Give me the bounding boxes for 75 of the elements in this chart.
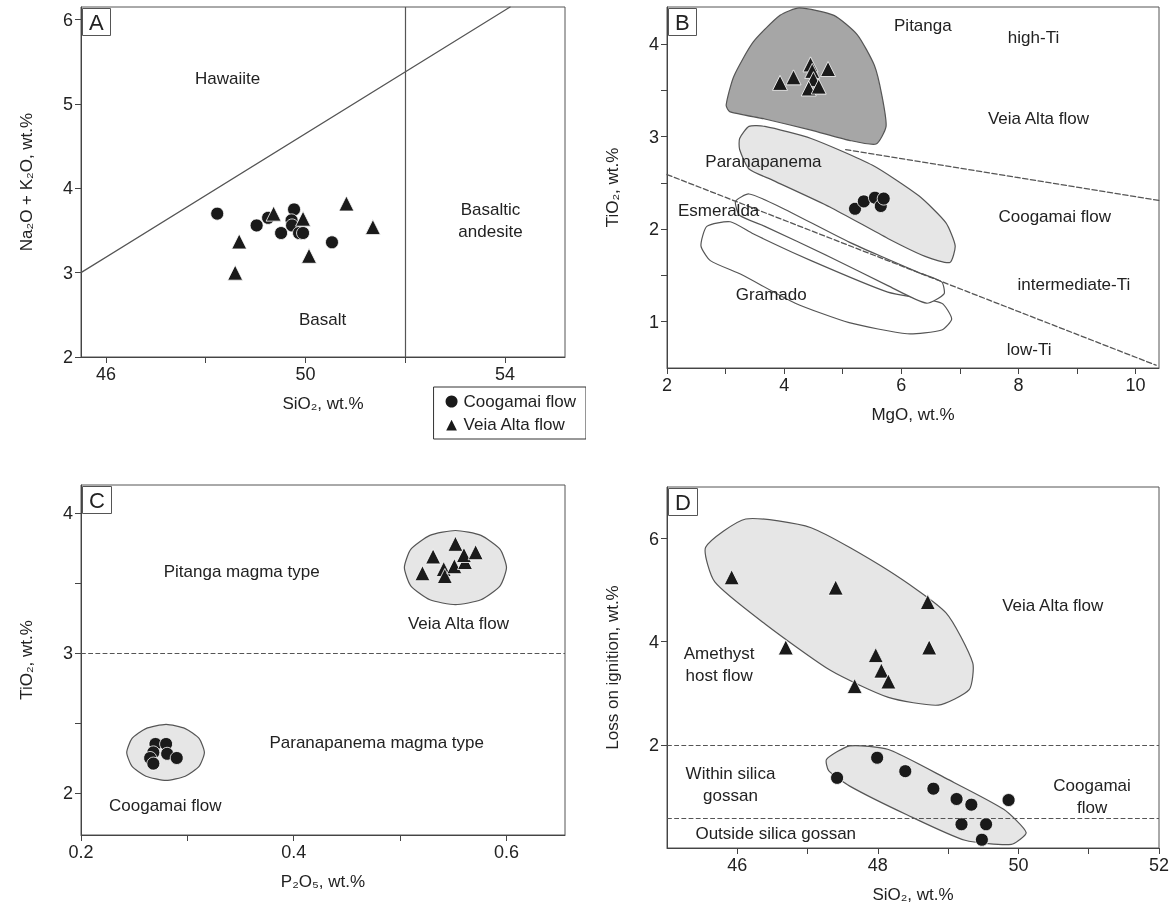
point (249, 218, 264, 233)
x-tick-label: 2 (661, 375, 673, 395)
y-tick-label: 6 (648, 528, 659, 549)
annotation: Coogamai flow (998, 206, 1112, 226)
annotation: Within silica gossan (685, 763, 776, 805)
point (231, 233, 248, 250)
annotation: Paranapanema magma type (269, 733, 484, 753)
annotation: Outside silica gossan (695, 824, 857, 844)
point (338, 195, 355, 212)
annotation: intermediate-Ti (1017, 275, 1131, 295)
x-tick-label: 46 (95, 364, 116, 384)
y-tick-label: 2 (648, 219, 659, 240)
point (296, 226, 310, 240)
y-tick-label: 2 (62, 783, 73, 803)
annotation: Veia Alta flow (407, 614, 510, 634)
x-tick-label: 8 (1013, 375, 1024, 395)
legend-label: Veia Alta flow (463, 415, 566, 434)
y-tick-label: 3 (648, 126, 659, 147)
y-tick-label: 4 (62, 503, 73, 523)
x-tick-label: 4 (779, 375, 790, 395)
x-tick-label: 0.6 (493, 842, 520, 862)
y-tick-label: 4 (62, 178, 73, 199)
point (301, 247, 317, 264)
y-tick-label: 4 (648, 34, 659, 55)
annotation: Pitanga (894, 15, 953, 35)
y-tick-label: 3 (62, 262, 73, 283)
annotation: high-Ti (1007, 28, 1060, 48)
annotation: Paranapanema (705, 152, 823, 172)
y-axis-title: TiO₂, wt.% (603, 147, 622, 228)
annotation: Veia Alta flow (1002, 595, 1105, 615)
x-tick-label: 46 (727, 855, 748, 875)
point (365, 219, 381, 236)
x-tick-label: 52 (1148, 855, 1170, 875)
annotation: low-Ti (1006, 340, 1052, 360)
point (227, 264, 244, 281)
annotation: Amethyst host flow (683, 644, 755, 686)
x-tick-label: 0.2 (68, 842, 94, 862)
chart-title: C (89, 487, 105, 513)
y-tick-label: 2 (648, 734, 659, 755)
point (325, 235, 339, 250)
x-tick-label: 10 (1125, 375, 1146, 395)
point (295, 210, 311, 227)
y-axis-title: Na₂O + K₂O, wt.% (17, 112, 36, 252)
x-axis-title: MgO, wt.% (871, 405, 955, 424)
annotation: Coogamai flow (1053, 775, 1131, 817)
chart-title: B (675, 9, 690, 35)
annotation: Basalt (298, 309, 347, 329)
x-axis-title: SiO₂, wt.% (282, 394, 364, 413)
annotation: Hawaiite (195, 69, 261, 89)
annotation: Pitanga magma type (163, 562, 320, 582)
x-axis-title: SiO₂, wt.% (872, 885, 954, 904)
y-axis-title: Loss on ignition, wt.% (603, 585, 622, 750)
chart-title: A (89, 9, 104, 35)
point (274, 226, 288, 240)
x-tick-label: 50 (295, 364, 316, 384)
y-tick-label: 1 (648, 311, 659, 332)
x-tick-label: 0.4 (281, 842, 307, 862)
x-axis-title: P₂O₅, wt.% (280, 872, 366, 891)
annotation: Coogamai flow (108, 796, 223, 816)
y-axis-title: TiO₂, wt.% (17, 620, 36, 700)
y-tick-label: 4 (648, 631, 659, 652)
x-tick-label: 48 (867, 855, 888, 875)
x-tick-label: 6 (896, 375, 907, 395)
y-tick-label: 6 (62, 9, 73, 30)
x-tick-label: 54 (495, 364, 516, 384)
annotation: Basaltic andesite (458, 200, 523, 241)
y-tick-label: 5 (62, 93, 73, 114)
annotation: Veia Alta flow (987, 108, 1090, 128)
legend-label: Coogamai flow (463, 392, 577, 411)
y-tick-label: 3 (62, 643, 73, 663)
y-tick-label: 2 (62, 347, 73, 367)
point (210, 206, 225, 221)
x-tick-label: 50 (1008, 855, 1029, 875)
chart-title: D (675, 489, 691, 515)
point (265, 205, 282, 222)
